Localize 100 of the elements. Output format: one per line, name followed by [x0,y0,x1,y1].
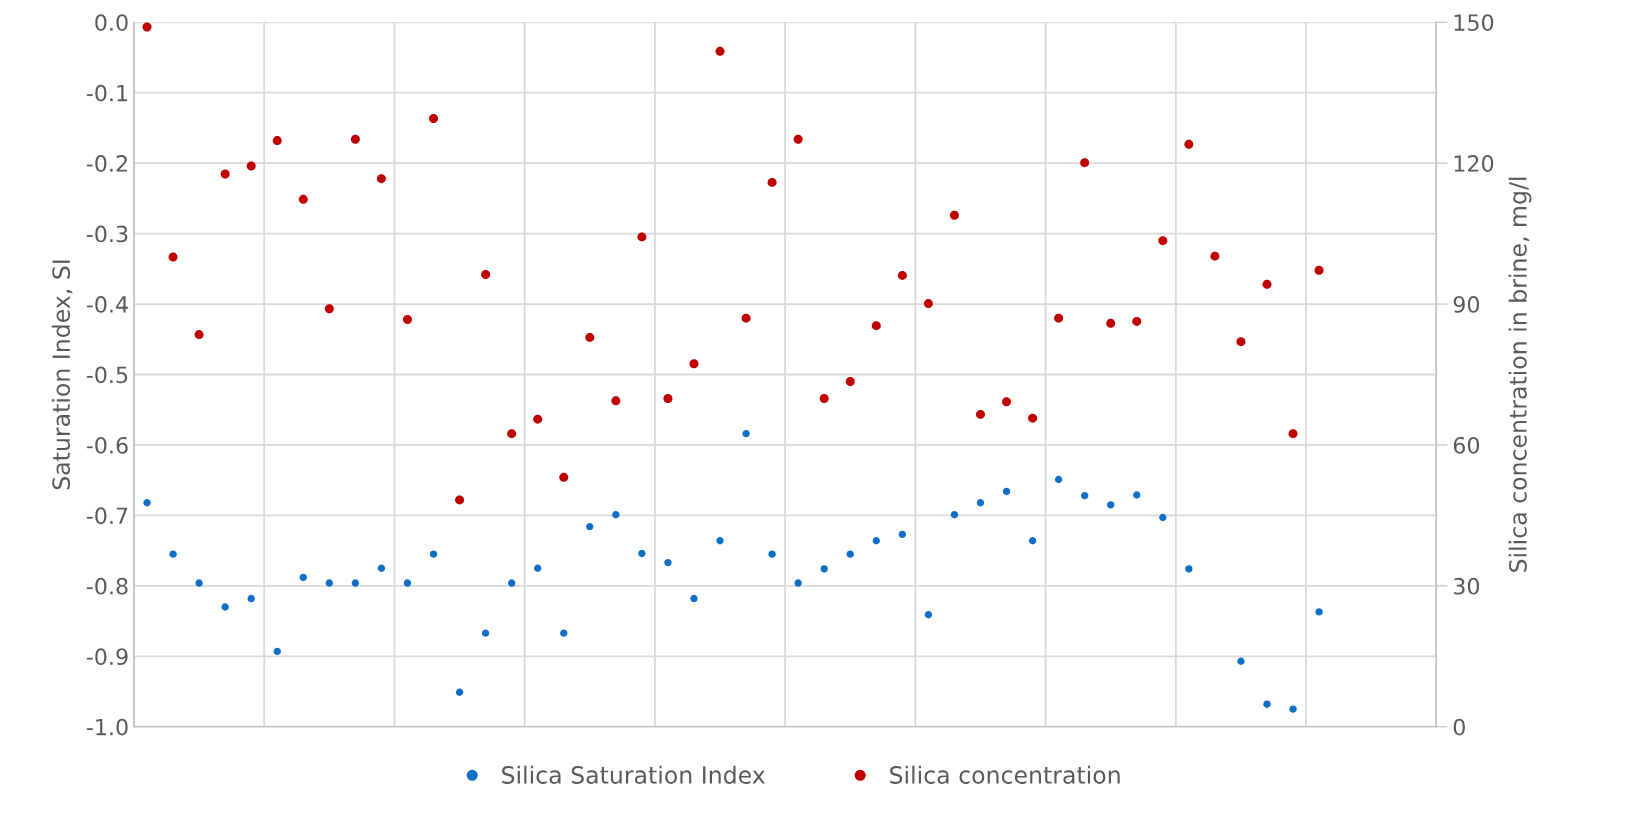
point [1159,513,1167,522]
point [168,252,178,262]
point [1184,139,1194,149]
point [481,269,491,279]
point [689,359,699,369]
y-tick-label: -0.1 [86,84,128,102]
y2-tick-label: 90 [1453,296,1480,313]
point [1028,413,1038,423]
point [768,550,776,558]
point [872,537,880,545]
point [871,321,881,331]
point [534,564,542,572]
point [767,177,777,187]
point [1158,236,1168,246]
point [402,315,412,325]
point [1237,657,1245,665]
point [272,136,282,146]
point [429,114,439,124]
point [637,232,647,242]
y-tick-label: -0.3 [86,225,128,243]
y-tick-label: -0.7 [86,507,128,525]
point [1106,318,1116,328]
y-tick-label: -0.6 [86,436,128,454]
point [949,210,959,220]
point [794,579,802,587]
point [664,558,672,567]
point [560,629,568,637]
point [898,530,907,539]
point [169,550,177,558]
point [975,409,985,419]
legend-label: Silica concentration [890,765,1120,784]
y-tick-label: -0.5 [86,366,128,384]
point [950,511,959,519]
point [820,565,828,573]
point [533,414,543,424]
point [1288,429,1298,439]
point [324,304,334,314]
point [611,396,621,406]
point [350,134,360,144]
point [1236,337,1246,347]
point [612,511,620,519]
y2-tick-label: 0 [1453,718,1465,736]
y-tick-label: -0.8 [86,577,128,595]
point [455,688,464,696]
point [1210,251,1220,261]
point [194,330,204,340]
point [246,161,256,171]
point [663,393,673,403]
y2-tick-label: 60 [1453,436,1480,454]
point [845,377,855,387]
point [481,629,490,637]
point [142,22,152,32]
point [1289,705,1297,713]
y2-tick-label: 150 [1454,14,1494,32]
point [923,299,933,309]
point [1054,475,1063,484]
point [143,499,151,507]
point [1080,492,1089,500]
point [742,430,750,438]
point [1262,279,1272,289]
point [1107,501,1115,509]
point [976,499,985,507]
point [221,603,229,611]
point [585,332,595,342]
point [1080,158,1090,168]
point [1314,265,1324,275]
point [507,579,516,587]
point [1054,313,1064,323]
point [507,429,517,439]
y2-tick-label: 120 [1454,155,1494,172]
point [247,594,255,603]
y-tick-label: -1.0 [86,718,128,736]
point [741,313,751,323]
y-tick-label: -0.4 [86,296,128,313]
y-tick-label: -0.9 [86,648,128,666]
point [716,537,724,545]
point [638,549,646,558]
point [299,573,307,582]
point [455,495,465,505]
y-tick-label: 0.0 [95,14,128,32]
point [690,594,698,603]
point [1132,316,1142,326]
point [273,647,281,656]
point [793,134,803,144]
point [377,564,386,572]
point [1263,700,1271,708]
point [298,194,308,204]
point [897,270,907,280]
point [220,169,230,179]
point [1315,608,1323,616]
point [846,550,854,558]
point [1185,565,1193,573]
point [819,393,829,403]
point [351,579,360,587]
point [403,579,412,587]
point [325,579,334,587]
point [429,550,438,558]
point [1002,487,1011,496]
point [376,174,386,184]
point [924,611,933,619]
